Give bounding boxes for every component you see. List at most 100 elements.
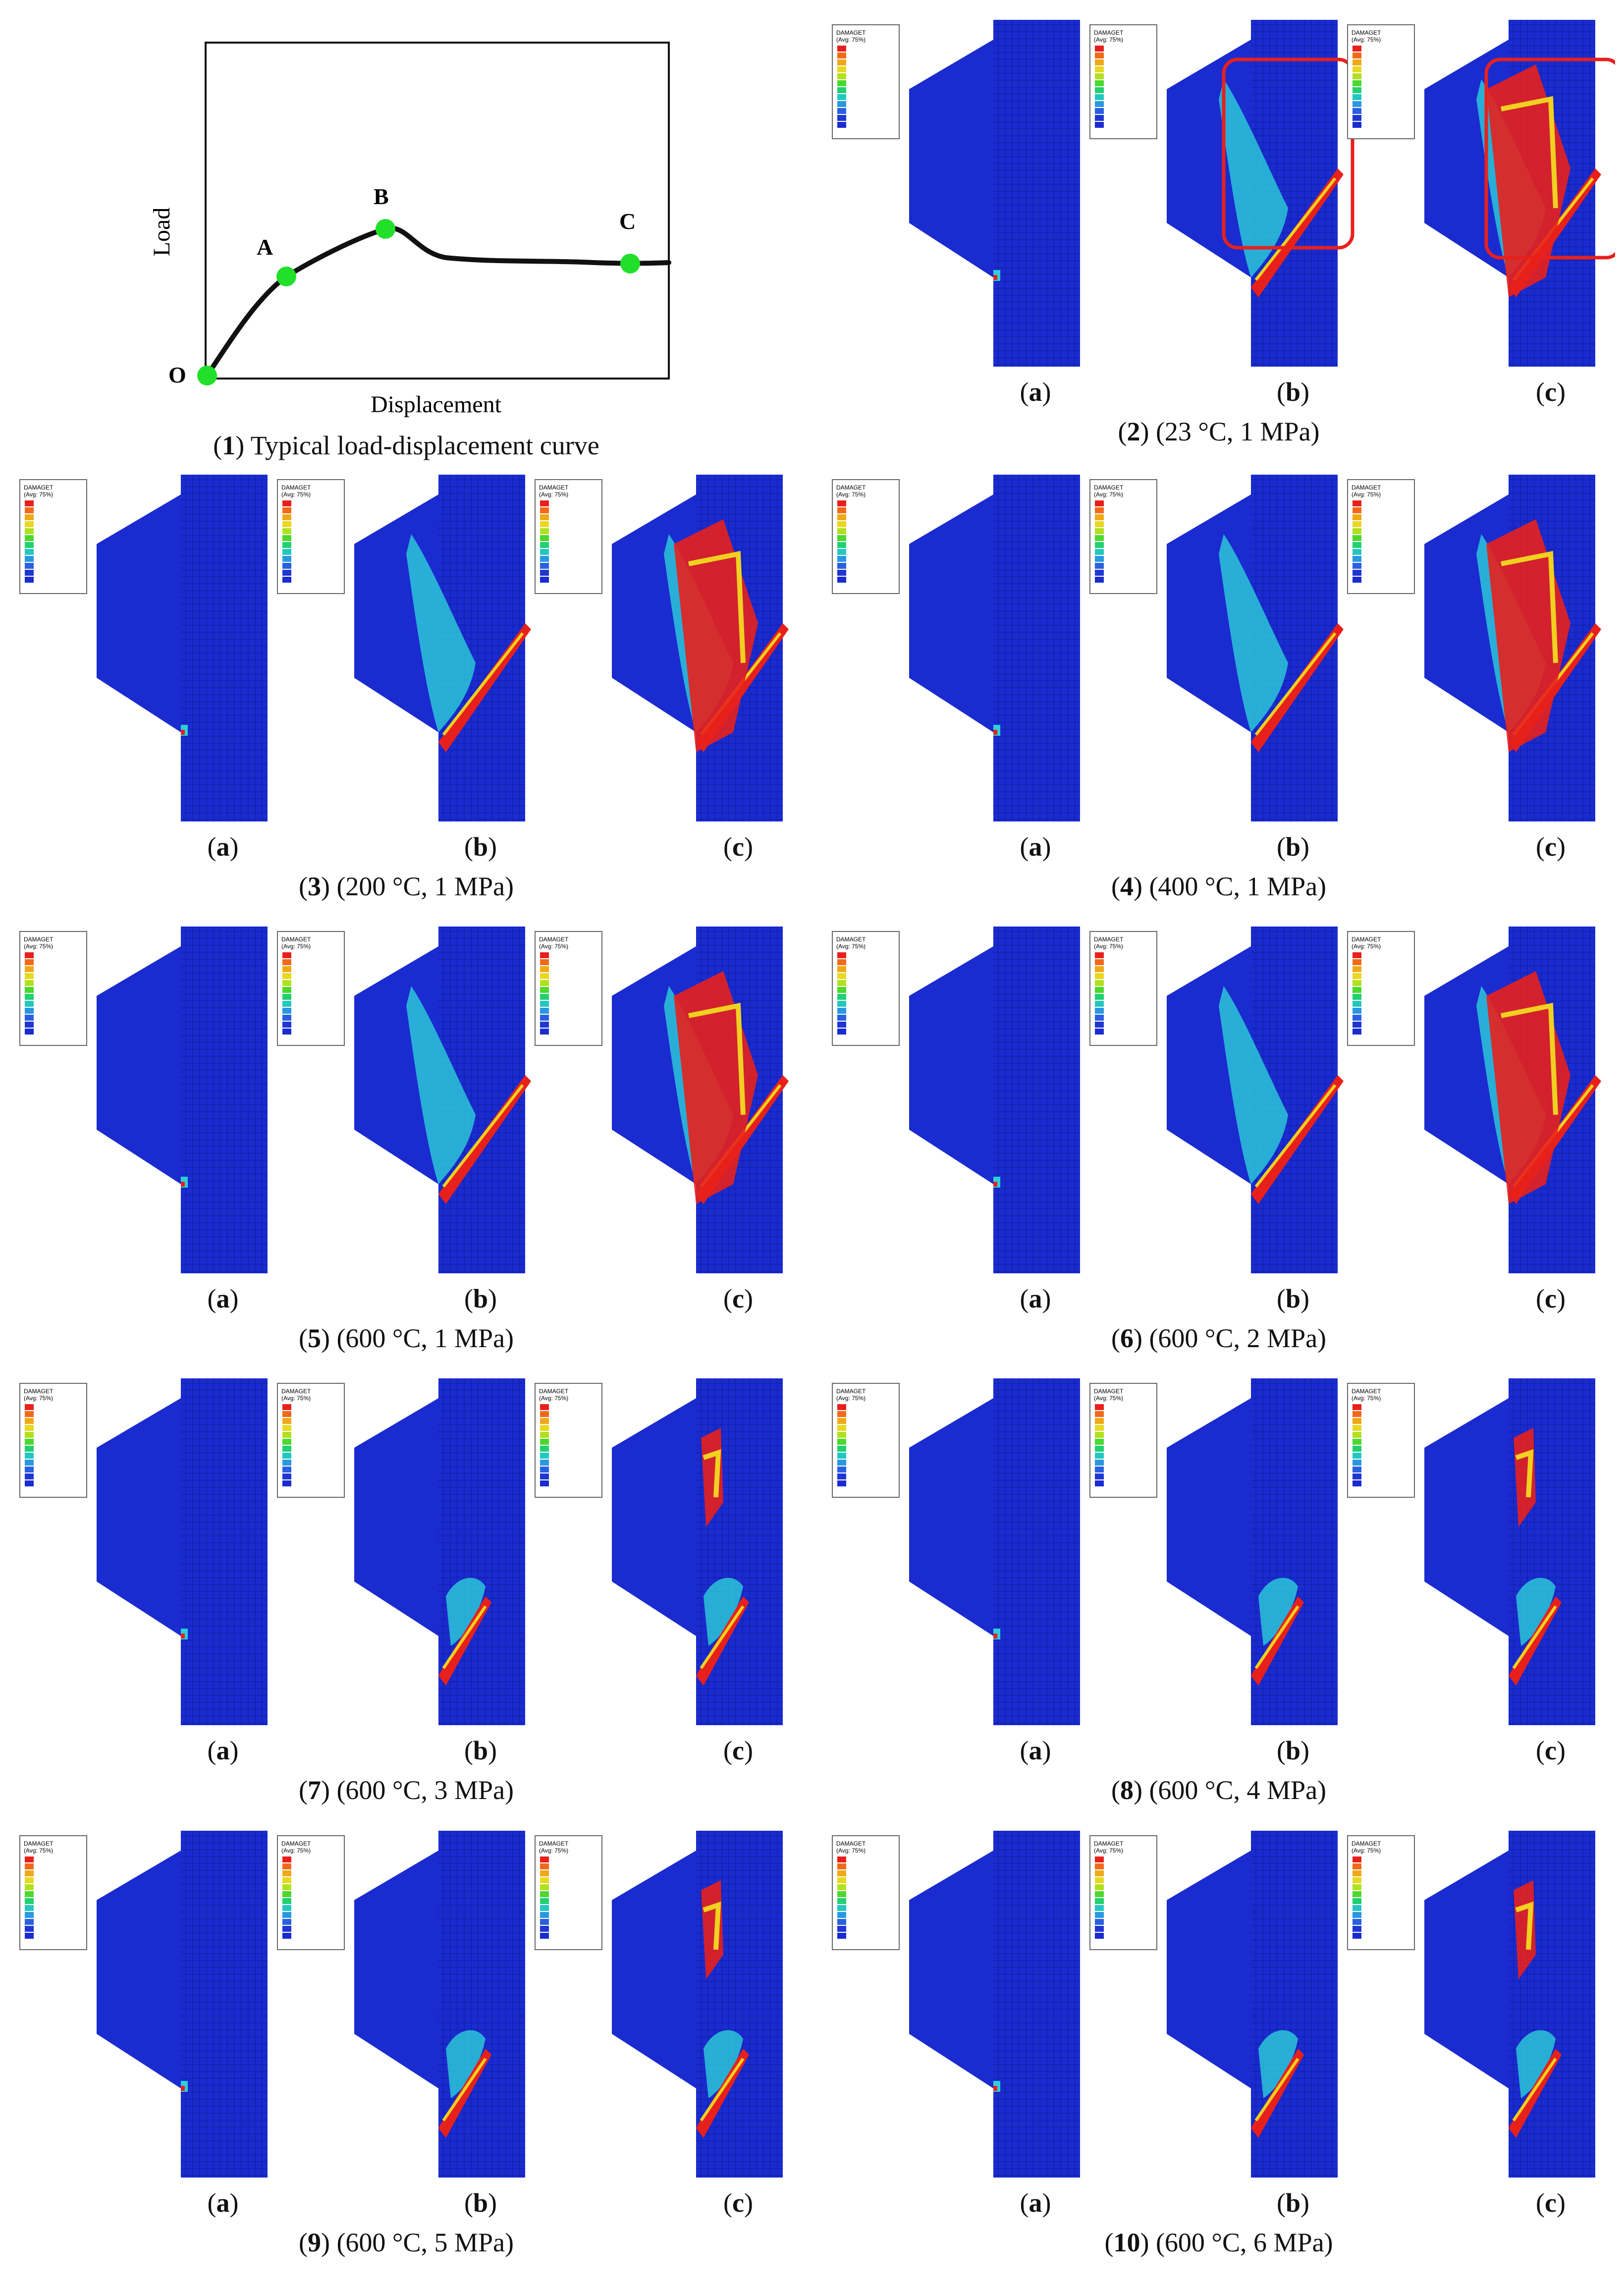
damage-legend: DAMAGET(Avg: 75%) [19, 479, 87, 594]
damage-legend: DAMAGET(Avg: 75%) [535, 1383, 602, 1498]
panel-caption-9: (9) (600 °C, 5 MPa) [298, 2228, 514, 2257]
panel-images: DAMAGET(Avg: 75%)DAMAGET(Avg: 75%)DAMAGE… [832, 20, 1622, 367]
point-label-b: B [374, 184, 389, 209]
legend-avg: (Avg: 75%) [1352, 1847, 1381, 1854]
legend-avg: (Avg: 75%) [1352, 491, 1381, 498]
damage-panel-6: DAMAGET (Avg: 75%) DAMAGET (Avg: 75%) DAMAGE… [822, 927, 1615, 1372]
damage-legend: DAMAGET(Avg: 75%) [1089, 1383, 1157, 1498]
legend-title: DAMAGET [539, 936, 569, 943]
mesh-bar [993, 20, 1080, 367]
damage-zone-diffuse [406, 986, 476, 1184]
damage-panel-4: DAMAGET (Avg: 75%) DAMAGET (Avg: 75%) DAMAGE… [822, 475, 1615, 921]
panel-conditions-10: (600 °C, 6 MPa) [1149, 2228, 1333, 2257]
mesh-bar [181, 1378, 268, 1725]
panel-caption-3: (3) (200 °C, 1 MPa) [298, 872, 514, 901]
panel-number-5: 5 [307, 1323, 321, 1353]
damage-legend: DAMAGET(Avg: 75%) [535, 479, 602, 594]
sub-label-b: (b) [464, 832, 497, 862]
legend-avg: (Avg: 75%) [281, 1847, 311, 1854]
mesh-bar [181, 475, 268, 821]
legend-avg: (Avg: 75%) [836, 1847, 866, 1854]
load-displacement-curve: O A B C Load Displacement [149, 42, 671, 418]
sub-label-a: (a) [1020, 1284, 1051, 1313]
damage-contour-plot: DAMAGET(Avg: 75%) [1347, 1378, 1595, 1725]
sub-label-b: (b) [1276, 1284, 1309, 1313]
damage-zone-band [1251, 623, 1344, 752]
damage-contour-plot: DAMAGET(Avg: 75%) [19, 475, 268, 821]
point-b [376, 219, 395, 239]
legend-title: DAMAGET [281, 1840, 311, 1847]
sub-label-a: (a) [207, 1736, 239, 1765]
mesh-block [909, 494, 993, 732]
legend-avg: (Avg: 75%) [1094, 491, 1123, 498]
damage-contour-plot: DAMAGET(Avg: 75%) [535, 475, 789, 821]
damage-legend: DAMAGET(Avg: 75%) [832, 24, 900, 139]
legend-avg: (Avg: 75%) [1352, 943, 1381, 950]
load-displacement-figure: O A B C Load Displacement (1) Typical lo… [0, 0, 812, 476]
mesh-block [1424, 1851, 1509, 2088]
mesh-block [354, 1398, 438, 1636]
legend-avg: (Avg: 75%) [539, 943, 568, 950]
legend-avg: (Avg: 75%) [24, 943, 53, 950]
legend-avg: (Avg: 75%) [1352, 36, 1381, 43]
damage-zone-diffuse [1219, 986, 1288, 1184]
sub-label-c: (c) [723, 2188, 753, 2218]
sub-label-a: (a) [1020, 2188, 1051, 2218]
damage-contour-plot: DAMAGET(Avg: 75%) [277, 1378, 525, 1725]
mesh-block [909, 40, 993, 277]
damage-contour-plot: DAMAGET(Avg: 75%) [832, 20, 1080, 367]
damage-contour-plot: DAMAGET(Avg: 75%) [277, 475, 531, 821]
damage-zone-diffuse [446, 1578, 486, 1646]
panel-caption-5: (5) (600 °C, 1 MPa) [298, 1323, 514, 1353]
legend-avg: (Avg: 75%) [836, 1395, 866, 1402]
damage-zone-diffuse [1258, 1578, 1298, 1646]
panel-conditions-4: (400 °C, 1 MPa) [1142, 872, 1327, 901]
damage-zone-diffuse [1258, 2030, 1298, 2098]
damage-legend: DAMAGET(Avg: 75%) [832, 1383, 900, 1498]
mesh-block [612, 1851, 696, 2088]
damage-zone-diffuse [1516, 1578, 1556, 1646]
panel-caption-8: (8) (600 °C, 4 MPa) [1111, 1775, 1327, 1805]
mesh-block [1424, 1398, 1509, 1636]
panel-number-10: 10 [1113, 2228, 1140, 2257]
damage-panel-5: DAMAGET (Avg: 75%) DAMAGET (Avg: 75%) DAMAGE… [10, 927, 803, 1372]
point-a [276, 267, 296, 286]
sub-label-a: (a) [1020, 1736, 1051, 1765]
panel-caption-7: (7) (600 °C, 3 MPa) [298, 1775, 514, 1805]
legend-title: DAMAGET [1352, 936, 1381, 943]
legend-title: DAMAGET [1094, 1840, 1124, 1847]
panel-number-9: 9 [307, 2228, 321, 2257]
damage-contour-plot: DAMAGET(Avg: 75%) [832, 475, 1080, 821]
damage-legend: DAMAGET(Avg: 75%) [1347, 24, 1415, 139]
damage-legend: DAMAGET(Avg: 75%) [535, 1835, 602, 1950]
panel-conditions-6: (600 °C, 2 MPa) [1142, 1323, 1327, 1353]
damage-zone-band [1251, 1075, 1344, 1204]
damage-contour-plot: DAMAGET(Avg: 75%) [1089, 927, 1344, 1273]
sub-label-b: (b) [464, 1736, 497, 1765]
legend-avg: (Avg: 75%) [539, 1847, 568, 1854]
panel-number-6: 6 [1120, 1323, 1134, 1353]
mesh-bar [993, 475, 1080, 821]
damage-legend: DAMAGET(Avg: 75%) [19, 931, 87, 1046]
mesh-block [1167, 1851, 1251, 2088]
damage-contour-plot: DAMAGET(Avg: 75%) [1089, 475, 1344, 821]
mesh-block [97, 1851, 181, 2088]
y-axis-label: Load [149, 208, 175, 257]
mesh-block [909, 1851, 993, 2088]
legend-title: DAMAGET [539, 1840, 569, 1847]
legend-avg: (Avg: 75%) [1094, 1847, 1123, 1854]
damage-contour-plot: DAMAGET(Avg: 75%) [832, 1378, 1080, 1725]
legend-title: DAMAGET [281, 484, 311, 491]
damage-contour-plot: DAMAGET(Avg: 75%) [1347, 475, 1601, 821]
damage-legend: DAMAGET(Avg: 75%) [19, 1383, 87, 1498]
curve-line [205, 225, 671, 378]
legend-avg: (Avg: 75%) [24, 1395, 53, 1402]
point-o [197, 366, 217, 385]
legend-avg: (Avg: 75%) [24, 491, 53, 498]
damage-contour-plot: DAMAGET(Avg: 75%) [1089, 20, 1354, 367]
panel-number-8: 8 [1120, 1775, 1134, 1805]
panel-caption-text-1: Typical load-displacement curve [250, 431, 599, 460]
damage-legend: DAMAGET(Avg: 75%) [1347, 931, 1415, 1046]
panel-caption-2: (2) (23 °C, 1 MPa) [1118, 417, 1320, 446]
sub-label-a: (a) [207, 832, 239, 862]
